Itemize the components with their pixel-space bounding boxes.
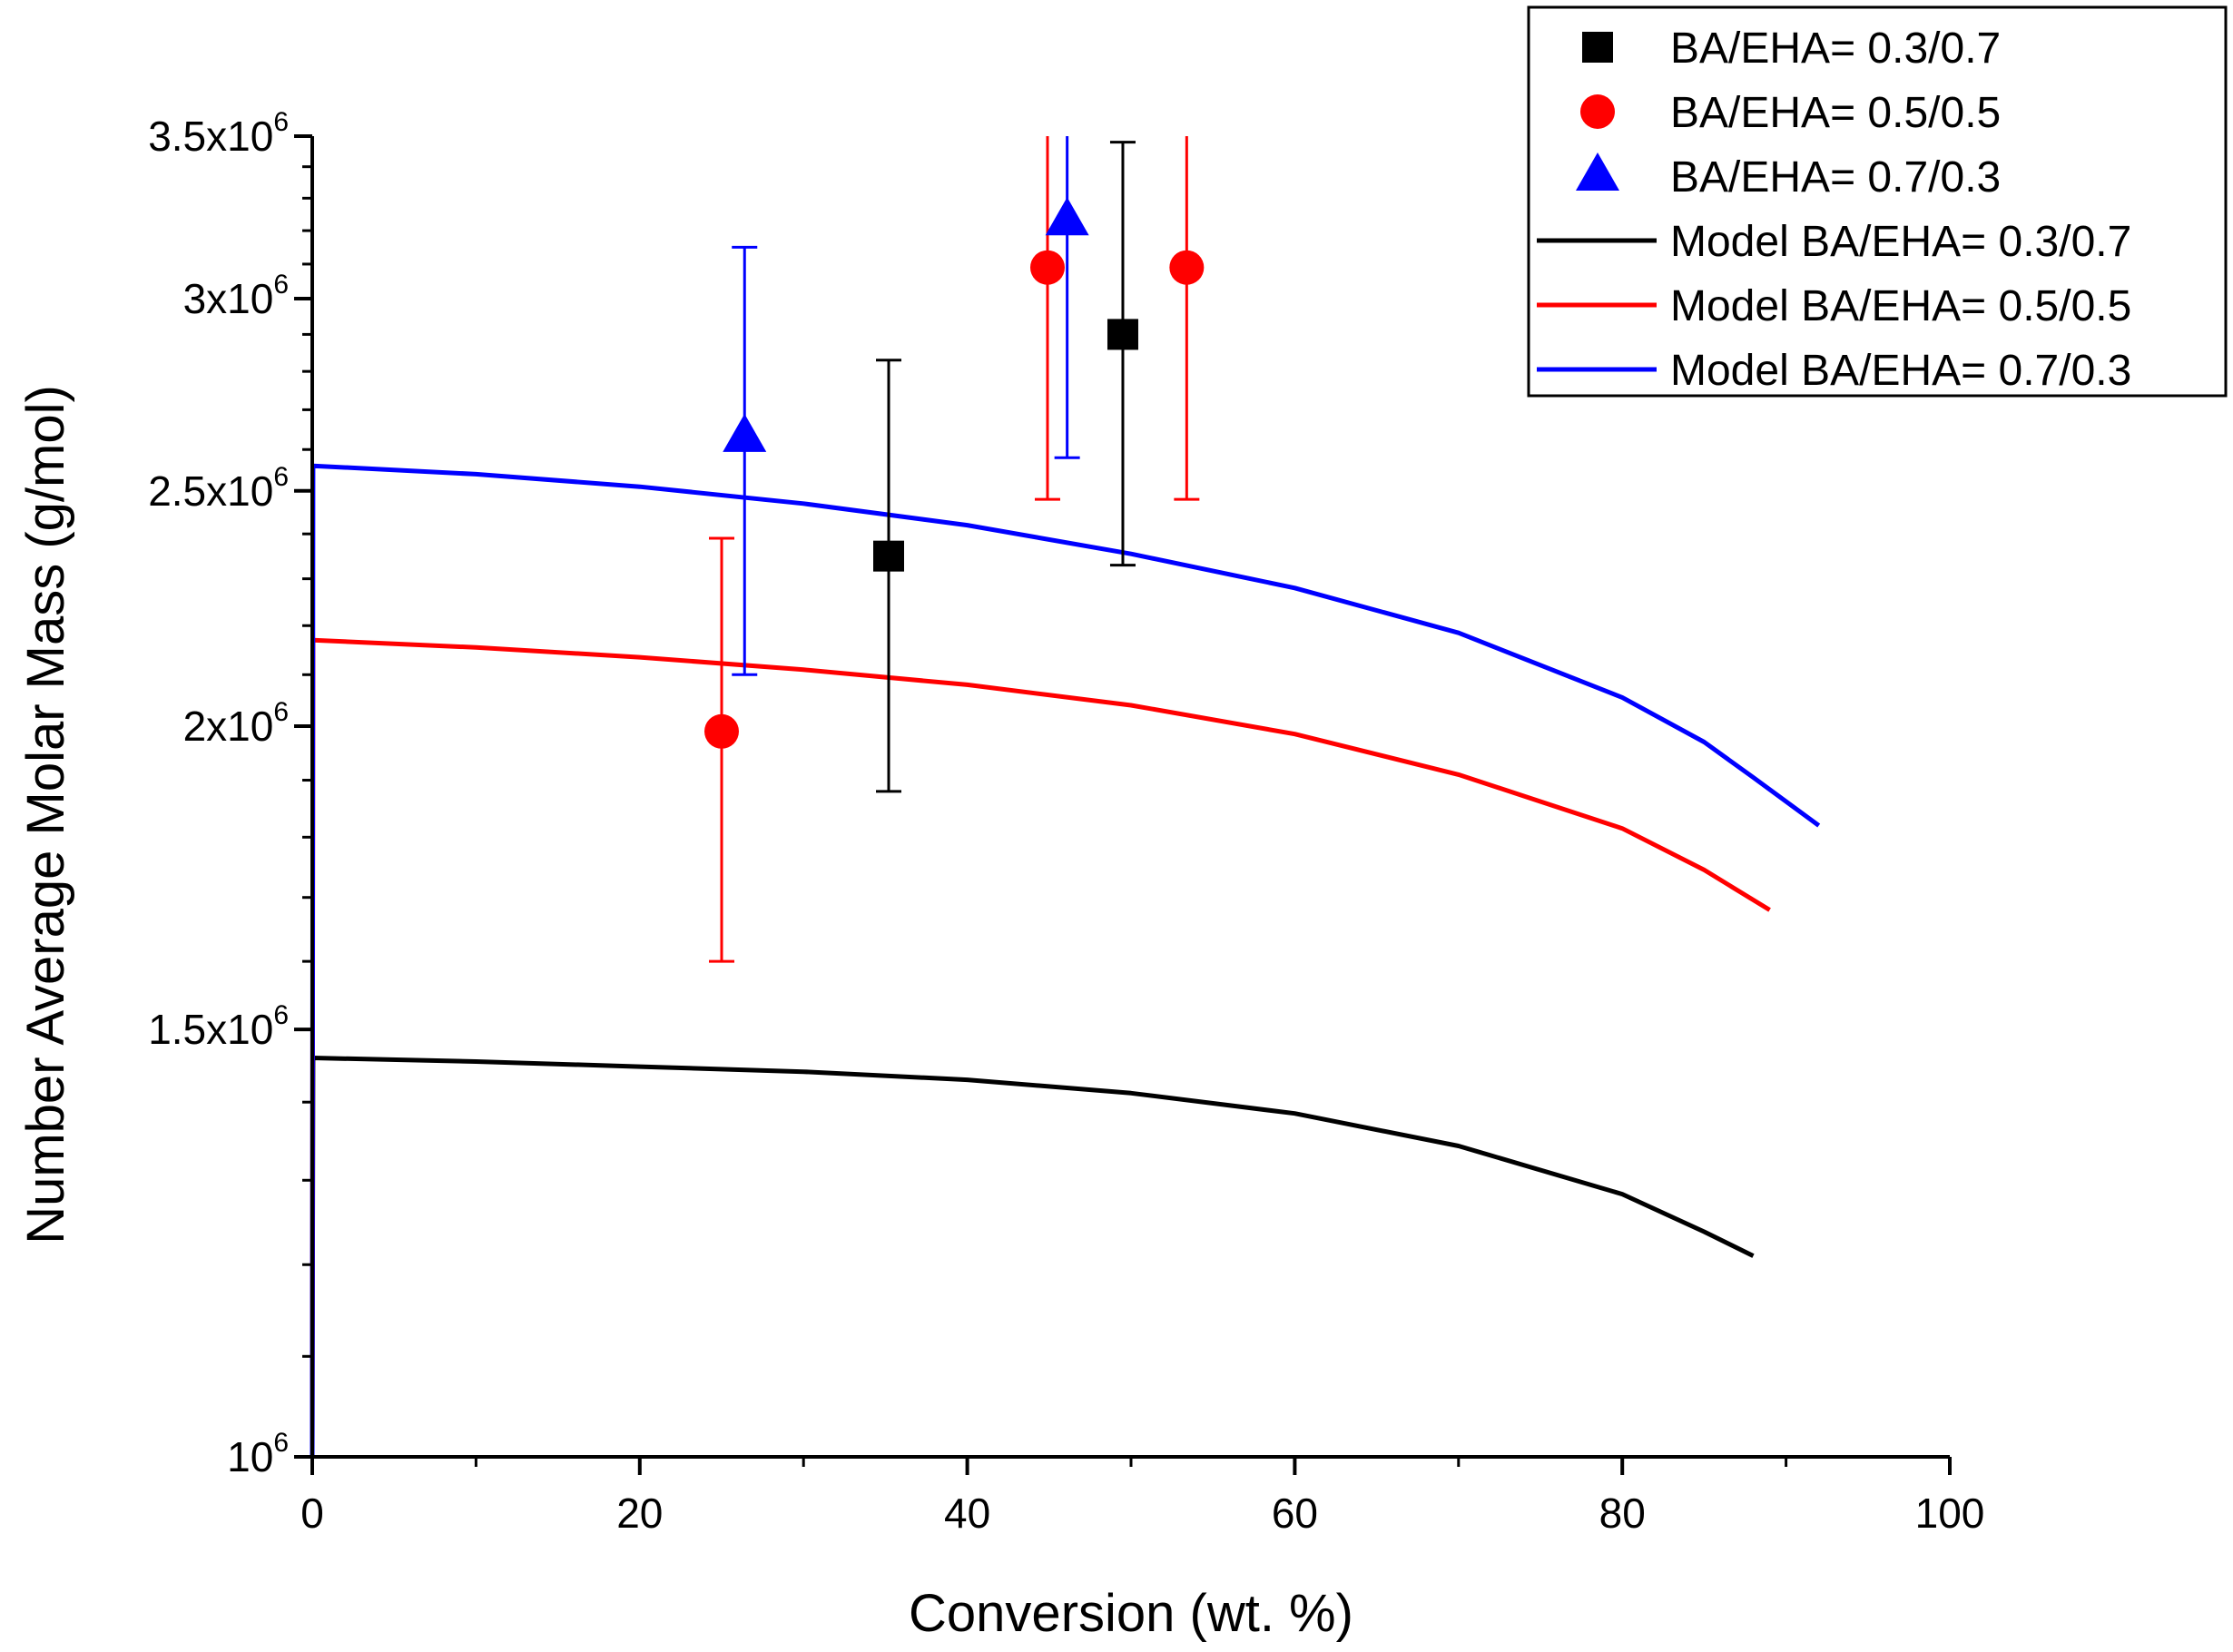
legend-label: Model BA/EHA= 0.5/0.5	[1670, 282, 2131, 330]
x-tick-label: 80	[1599, 1490, 1646, 1537]
data-point	[873, 540, 905, 572]
x-tick-label: 0	[300, 1490, 324, 1537]
data-point	[1029, 250, 1065, 285]
legend-box	[1527, 5, 2228, 398]
y-tick-label: 3.5x106	[148, 107, 289, 160]
legend: BA/EHA= 0.3/0.7 BA/EHA= 0.5/0.5 BA/EHA= 0.…	[1527, 5, 2228, 398]
data-point	[1169, 250, 1205, 285]
model-line	[310, 463, 1821, 1458]
x-tick-label: 40	[944, 1490, 990, 1537]
data-point	[704, 713, 739, 749]
data-point	[723, 413, 767, 452]
x-tick-label: 60	[1272, 1490, 1318, 1537]
data-point	[1045, 197, 1089, 236]
legend-symbol	[1582, 32, 1613, 63]
y-tick-label: 2.5x106	[148, 462, 289, 515]
data-point	[1107, 319, 1138, 350]
model-line	[310, 1056, 1755, 1458]
model-line	[310, 637, 1771, 1458]
legend-label: BA/EHA= 0.5/0.5	[1670, 89, 2001, 137]
legend-label: Model BA/EHA= 0.7/0.3	[1670, 347, 2131, 395]
legend-label: Model BA/EHA= 0.3/0.7	[1670, 218, 2131, 266]
axes: 0 20 40 60 80 100 106 1.5x106 2x106 2.5x106 3x106 3…	[148, 107, 1984, 1537]
x-tick-label: 20	[616, 1490, 663, 1537]
y-tick-label: 106	[227, 1428, 289, 1480]
y-tick-label: 1.5x106	[148, 1000, 289, 1053]
legend-symbol	[1580, 94, 1615, 129]
legend-symbol	[1576, 152, 1619, 191]
legend-label: BA/EHA= 0.7/0.3	[1670, 153, 2001, 202]
y-tick-label: 3x106	[183, 270, 289, 322]
legend-label: BA/EHA= 0.3/0.7	[1670, 25, 2001, 73]
y-axis-title: Number Average Molar Mass (g/mol)	[16, 385, 75, 1244]
y-tick-label: 2x106	[183, 697, 289, 750]
series-layer	[310, 136, 1821, 1458]
x-axis-title: Conversion (wt. %)	[909, 1584, 1353, 1643]
x-tick-label: 100	[1915, 1490, 1985, 1537]
